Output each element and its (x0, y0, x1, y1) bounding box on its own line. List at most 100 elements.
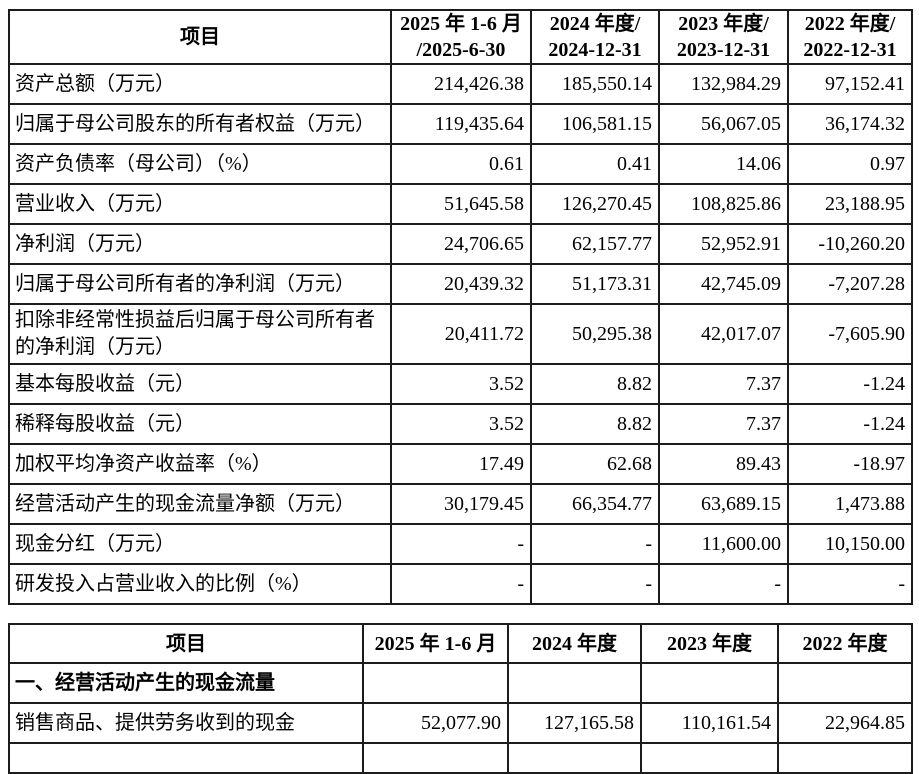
period-line1: 2023 年度/ (678, 13, 769, 35)
cell-value: 42,745.09 (658, 263, 789, 305)
empty-cell (507, 662, 642, 704)
table-row: 加权平均净资产收益率（%） 17.49 62.68 89.43 -18.97 (8, 443, 913, 485)
cell-value: 66,354.77 (530, 483, 660, 525)
table-row: 归属于母公司股东的所有者权益（万元） 119,435.64 106,581.15… (8, 103, 913, 145)
period-line1: 2024 年度/ (549, 13, 641, 35)
cell-value: 97,152.41 (787, 63, 913, 105)
row-label: 扣除非经常性损益后归属于母公司所有者的净利润（万元） (8, 303, 392, 365)
col-header-2022: 2022 年度/ 2022-12-31 (787, 9, 913, 65)
cell-value: - (390, 563, 532, 605)
table-row: 基本每股收益（元） 3.52 8.82 7.37 -1.24 (8, 363, 913, 405)
cell-value: -1.24 (787, 363, 913, 405)
empty-cell (640, 742, 779, 774)
cell-value: 126,270.45 (530, 183, 660, 225)
row-label: 归属于母公司所有者的净利润（万元） (8, 263, 392, 305)
cell-value: - (530, 563, 660, 605)
cell-value: - (530, 523, 660, 565)
cell-value: -1.24 (787, 403, 913, 445)
cell-value: -10,260.20 (787, 223, 913, 265)
col-header-item: 项目 (8, 9, 392, 65)
table-row: 销售商品、提供劳务收到的现金 52,077.90 127,165.58 110,… (8, 702, 913, 744)
cell-value: 36,174.32 (787, 103, 913, 145)
cell-value: 24,706.65 (390, 223, 532, 265)
empty-cell (8, 742, 364, 774)
cell-value: -7,207.28 (787, 263, 913, 305)
col-header-2024: 2024 年度/ 2024-12-31 (530, 9, 660, 65)
row-label: 销售商品、提供劳务收到的现金 (8, 702, 364, 744)
table-row: 净利润（万元） 24,706.65 62,157.77 52,952.91 -1… (8, 223, 913, 265)
row-label: 稀释每股收益（元） (8, 403, 392, 445)
cell-value: 10,150.00 (787, 523, 913, 565)
empty-cell (777, 662, 913, 704)
table-row: 经营活动产生的现金流量净额（万元） 30,179.45 66,354.77 63… (8, 483, 913, 525)
cell-value: -18.97 (787, 443, 913, 485)
col-header-2025: 2025 年 1-6 月 (362, 623, 509, 664)
cell-value: 50,295.38 (530, 303, 660, 365)
cash-flow-table: 项目 2025 年 1-6 月 2024 年度 2023 年度 2022 年度 … (8, 623, 913, 774)
cell-value: 22,964.85 (777, 702, 913, 744)
empty-cell (362, 662, 509, 704)
row-label: 归属于母公司股东的所有者权益（万元） (8, 103, 392, 145)
section-row: 一、经营活动产生的现金流量 (8, 662, 913, 704)
cell-value: 185,550.14 (530, 63, 660, 105)
cell-value: 20,439.32 (390, 263, 532, 305)
cell-value: 0.41 (530, 143, 660, 185)
table-row: 稀释每股收益（元） 3.52 8.82 7.37 -1.24 (8, 403, 913, 445)
row-label: 现金分红（万元） (8, 523, 392, 565)
cell-value: - (658, 563, 789, 605)
cell-value: 8.82 (530, 363, 660, 405)
cell-value: 14.06 (658, 143, 789, 185)
cell-value: 110,161.54 (640, 702, 779, 744)
cell-value: 127,165.58 (507, 702, 642, 744)
cell-value: 3.52 (390, 403, 532, 445)
cell-value: 30,179.45 (390, 483, 532, 525)
row-label: 净利润（万元） (8, 223, 392, 265)
cell-value: 11,600.00 (658, 523, 789, 565)
col-header-2023: 2023 年度/ 2023-12-31 (658, 9, 789, 65)
table-row: 现金分红（万元） - - 11,600.00 10,150.00 (8, 523, 913, 565)
table-row: 资产总额（万元） 214,426.38 185,550.14 132,984.2… (8, 63, 913, 105)
cell-value: 62,157.77 (530, 223, 660, 265)
cell-value: 52,077.90 (362, 702, 509, 744)
table-row: 归属于母公司所有者的净利润（万元） 20,439.32 51,173.31 42… (8, 263, 913, 305)
table-row: 研发投入占营业收入的比例（%） - - - - (8, 563, 913, 605)
period-line2: 2023-12-31 (676, 39, 771, 61)
cell-value: 108,825.86 (658, 183, 789, 225)
row-label: 资产负债率（母公司）（%） (8, 143, 392, 185)
cell-value: 132,984.29 (658, 63, 789, 105)
cell-value: 7.37 (658, 363, 789, 405)
table2-header-row: 项目 2025 年 1-6 月 2024 年度 2023 年度 2022 年度 (8, 623, 913, 664)
cell-value: 106,581.15 (530, 103, 660, 145)
empty-cell (362, 742, 509, 774)
period-line1: 2025 年 1-6 月 (400, 13, 522, 35)
col-header-2025: 2025 年 1-6 月 /2025-6-30 (390, 9, 532, 65)
cell-value: 20,411.72 (390, 303, 532, 365)
cell-value: - (390, 523, 532, 565)
period-line2: 2022-12-31 (803, 39, 897, 61)
cell-value: 7.37 (658, 403, 789, 445)
col-header-item: 项目 (8, 623, 364, 664)
financial-highlights-table: 项目 2025 年 1-6 月 /2025-6-30 2024 年度/ 2024… (8, 9, 913, 605)
row-label: 研发投入占营业收入的比例（%） (8, 563, 392, 605)
table-row: 营业收入（万元） 51,645.58 126,270.45 108,825.86… (8, 183, 913, 225)
row-label: 基本每股收益（元） (8, 363, 392, 405)
section-label: 一、经营活动产生的现金流量 (8, 662, 364, 704)
col-header-2024: 2024 年度 (507, 623, 642, 664)
cell-value: 0.61 (390, 143, 532, 185)
cell-value: 89.43 (658, 443, 789, 485)
cell-value: 0.97 (787, 143, 913, 185)
cell-value: 23,188.95 (787, 183, 913, 225)
period-line1: 2022 年度/ (804, 13, 896, 35)
cell-value: 119,435.64 (390, 103, 532, 145)
page: { "table1": { "header": { "item": "项目", … (0, 9, 919, 774)
row-label: 加权平均净资产收益率（%） (8, 443, 392, 485)
cell-value: 52,952.91 (658, 223, 789, 265)
col-header-2023: 2023 年度 (640, 623, 779, 664)
period-line2: 2024-12-31 (548, 39, 642, 61)
cell-value: 51,645.58 (390, 183, 532, 225)
table-row: 资产负债率（母公司）（%） 0.61 0.41 14.06 0.97 (8, 143, 913, 185)
empty-cell (777, 742, 913, 774)
table-row: 扣除非经常性损益后归属于母公司所有者的净利润（万元） 20,411.72 50,… (8, 303, 913, 365)
empty-cell (507, 742, 642, 774)
cell-value: 1,473.88 (787, 483, 913, 525)
